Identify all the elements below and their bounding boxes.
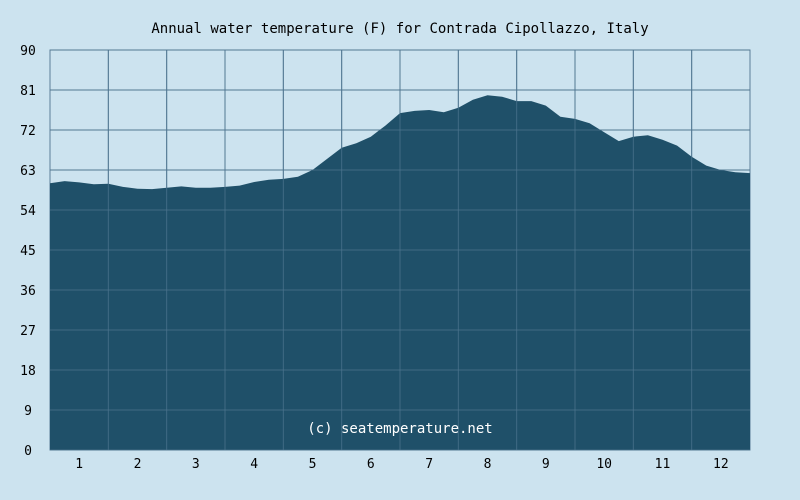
watermark-text: (c) seatemperature.net <box>307 421 492 437</box>
y-tick-label: 45 <box>20 244 36 259</box>
x-tick-label: 8 <box>484 457 492 472</box>
y-tick-label: 90 <box>20 44 36 59</box>
x-tick-label: 12 <box>713 457 729 472</box>
y-tick-label: 27 <box>20 324 36 339</box>
grid-lines-overlay <box>50 49 750 451</box>
x-tick-label: 10 <box>596 457 612 472</box>
x-tick-label: 4 <box>250 457 258 472</box>
y-tick-label: 81 <box>20 84 36 99</box>
y-axis-ticks: 0 9 18 27 36 45 54 63 72 81 90 <box>20 44 36 459</box>
x-tick-label: 3 <box>192 457 200 472</box>
chart-title: Annual water temperature (F) for Contrad… <box>151 21 648 37</box>
y-tick-label: 54 <box>20 204 36 219</box>
y-tick-label: 0 <box>24 444 32 459</box>
x-tick-label: 1 <box>75 457 83 472</box>
y-tick-label: 9 <box>24 404 32 419</box>
y-tick-label: 72 <box>20 124 36 139</box>
y-tick-label: 18 <box>20 364 36 379</box>
x-axis-ticks: 1 2 3 4 5 6 7 8 9 10 11 12 <box>75 457 728 472</box>
x-tick-label: 9 <box>542 457 550 472</box>
x-tick-label: 7 <box>425 457 433 472</box>
x-tick-label: 11 <box>655 457 671 472</box>
y-tick-label: 36 <box>20 284 36 299</box>
x-tick-label: 5 <box>309 457 317 472</box>
x-tick-label: 2 <box>134 457 142 472</box>
y-tick-label: 63 <box>20 164 36 179</box>
x-tick-label: 6 <box>367 457 375 472</box>
